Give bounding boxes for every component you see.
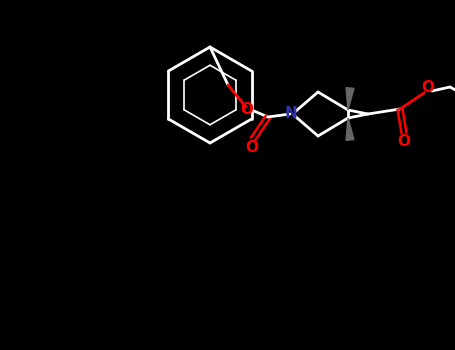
Text: N: N bbox=[285, 106, 298, 121]
Polygon shape bbox=[346, 88, 354, 110]
Text: O: O bbox=[241, 102, 253, 117]
Text: O: O bbox=[421, 80, 435, 96]
Text: O: O bbox=[398, 133, 410, 148]
Polygon shape bbox=[346, 118, 354, 140]
Text: O: O bbox=[246, 140, 258, 154]
